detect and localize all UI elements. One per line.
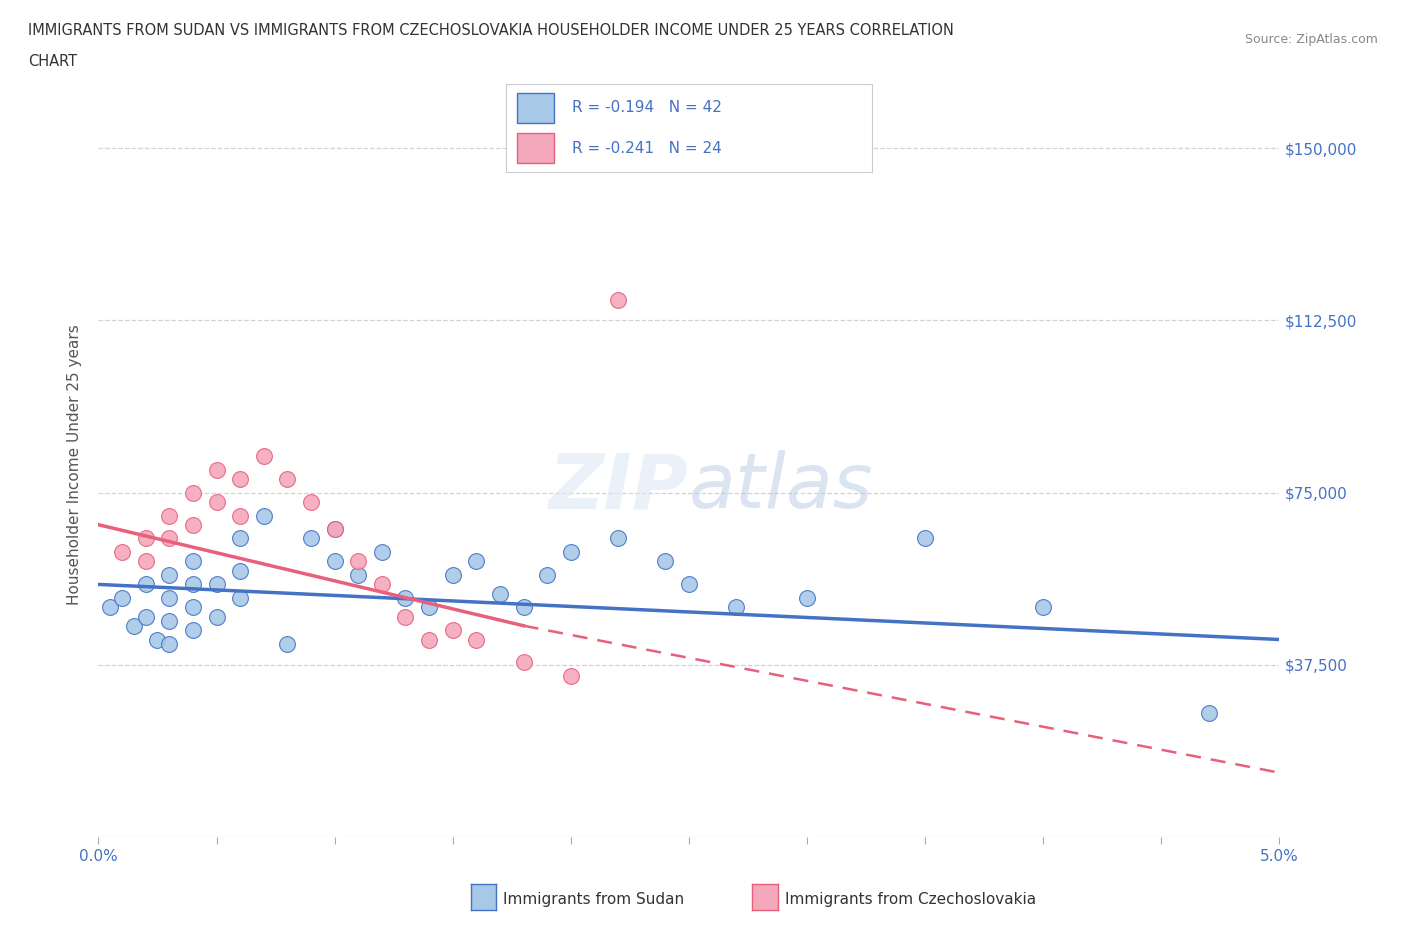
Text: IMMIGRANTS FROM SUDAN VS IMMIGRANTS FROM CZECHOSLOVAKIA HOUSEHOLDER INCOME UNDER: IMMIGRANTS FROM SUDAN VS IMMIGRANTS FROM… <box>28 23 955 38</box>
Point <box>229 564 252 578</box>
Point <box>607 531 630 546</box>
Point <box>418 600 440 615</box>
FancyBboxPatch shape <box>517 93 554 123</box>
Point <box>394 609 416 624</box>
Point <box>205 577 228 591</box>
Text: Immigrants from Czechoslovakia: Immigrants from Czechoslovakia <box>785 892 1036 907</box>
Point <box>276 472 298 486</box>
Point <box>465 632 488 647</box>
Point <box>122 618 145 633</box>
Point <box>181 517 204 532</box>
Point <box>98 600 121 615</box>
Text: CHART: CHART <box>28 54 77 69</box>
Point <box>253 448 276 463</box>
Text: R = -0.241   N = 24: R = -0.241 N = 24 <box>572 140 721 155</box>
Point <box>347 554 370 569</box>
Point <box>276 637 298 652</box>
Point <box>489 586 512 601</box>
Text: atlas: atlas <box>689 450 873 525</box>
Point <box>560 545 582 560</box>
Point <box>181 485 204 500</box>
Point <box>323 522 346 537</box>
Point <box>371 545 394 560</box>
Point <box>181 554 204 569</box>
Text: ZIP: ZIP <box>550 450 689 525</box>
Point <box>914 531 936 546</box>
Text: Source: ZipAtlas.com: Source: ZipAtlas.com <box>1244 33 1378 46</box>
Point <box>299 495 322 510</box>
Point <box>512 600 534 615</box>
Point <box>157 637 180 652</box>
Point <box>157 531 180 546</box>
Point <box>111 545 134 560</box>
Point <box>253 508 276 523</box>
Point <box>560 669 582 684</box>
FancyBboxPatch shape <box>517 133 554 164</box>
Point <box>607 292 630 307</box>
Point <box>157 614 180 629</box>
Point <box>229 508 252 523</box>
Text: Immigrants from Sudan: Immigrants from Sudan <box>503 892 685 907</box>
Point <box>654 554 676 569</box>
Point <box>135 609 157 624</box>
Point <box>441 568 464 583</box>
Point <box>418 632 440 647</box>
Point <box>536 568 558 583</box>
Point <box>135 554 157 569</box>
Y-axis label: Householder Income Under 25 years: Householder Income Under 25 years <box>67 325 83 605</box>
Point <box>135 577 157 591</box>
Point <box>229 591 252 605</box>
Point <box>323 554 346 569</box>
Point <box>441 623 464 638</box>
Point <box>229 472 252 486</box>
Point <box>157 508 180 523</box>
Point <box>135 531 157 546</box>
Point <box>394 591 416 605</box>
Point <box>725 600 748 615</box>
Point <box>181 623 204 638</box>
Point <box>347 568 370 583</box>
Point <box>229 531 252 546</box>
Point <box>1032 600 1054 615</box>
Point <box>181 577 204 591</box>
Point <box>512 655 534 670</box>
Point <box>796 591 818 605</box>
Text: R = -0.194   N = 42: R = -0.194 N = 42 <box>572 100 721 115</box>
Point <box>111 591 134 605</box>
Point <box>299 531 322 546</box>
Point <box>181 600 204 615</box>
Point <box>146 632 169 647</box>
Point <box>205 609 228 624</box>
Point <box>205 462 228 477</box>
Point <box>371 577 394 591</box>
Point <box>678 577 700 591</box>
Point <box>157 568 180 583</box>
Point <box>323 522 346 537</box>
Point <box>465 554 488 569</box>
Point <box>157 591 180 605</box>
Point <box>1198 706 1220 721</box>
Point <box>205 495 228 510</box>
